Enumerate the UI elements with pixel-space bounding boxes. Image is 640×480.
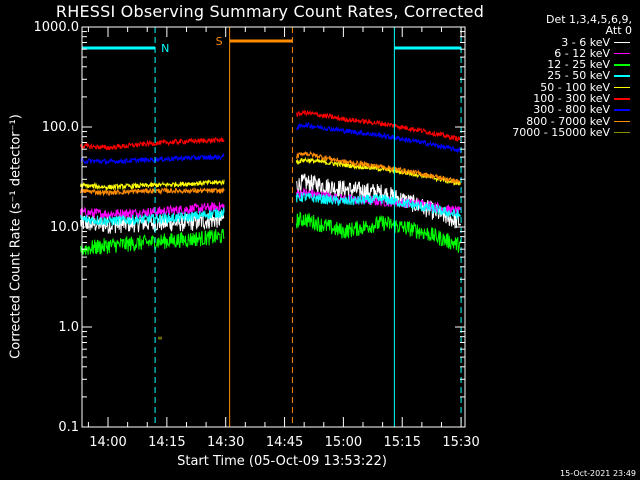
legend-label: 800 - 7000 keV (526, 114, 610, 128)
legend-header-line-1: Det 1,3,4,5,6,9, (545, 13, 632, 26)
legend-swatch (614, 98, 630, 100)
x-tick-label: 14:15 (148, 435, 185, 450)
x-tick-label: 15:30 (442, 435, 479, 450)
series-layer (80, 109, 462, 340)
y-tick-label: 10.0 (50, 220, 79, 235)
legend-label: 3 - 6 keV (561, 35, 610, 49)
legend-swatch (614, 52, 630, 55)
legend-rows: 3 - 6 keV 6 - 12 keV 12 - 25 keV 25 - 50 ke… (482, 35, 632, 138)
legend-label: 100 - 300 keV (533, 92, 610, 106)
x-tick-label: 14:45 (266, 435, 303, 450)
legend-label: 12 - 25 keV (547, 58, 610, 72)
series-line (80, 187, 225, 197)
series-line (80, 228, 225, 256)
legend-entry: 3 - 6 keV (482, 35, 632, 49)
series-line (296, 121, 462, 154)
series-line (80, 210, 225, 234)
night-annotation: N (161, 42, 169, 55)
legend-label: 7000 - 15000 keV (512, 125, 610, 139)
saa-annotation: S (216, 35, 223, 48)
legend-swatch (614, 120, 630, 123)
legend-header-line-2: Att 0 (605, 24, 632, 38)
legend-entry: 50 - 100 keV (482, 80, 632, 94)
series-line (80, 152, 225, 166)
legend-swatch (614, 86, 630, 89)
legend-swatch (614, 64, 630, 66)
series-line (295, 211, 462, 253)
y-tick-label: 1.0 (58, 320, 79, 335)
legend-label: 25 - 50 keV (547, 69, 610, 83)
legend-swatch (614, 109, 630, 111)
legend-entry: 800 - 7000 keV (482, 114, 632, 128)
series-line (295, 192, 462, 220)
legend-entry: 300 - 800 keV (482, 103, 632, 117)
series-line (295, 109, 462, 142)
legend: Det 1,3,4,5,6,9, Att 0 3 - 6 keV 6 - 12 k… (482, 13, 632, 139)
legend-entry: 12 - 25 keV (482, 59, 632, 70)
axis-layer: 0.1 1.0 10.0 100.0 1000.0 14:00 14:15 14:30 14:4… (34, 20, 480, 450)
chart-title: RHESSI Observing Summary Count Rates, Co… (55, 2, 485, 21)
series-line (295, 150, 462, 185)
legend-entry: 7000 - 15000 keV (482, 127, 632, 138)
legend-swatch (614, 131, 630, 134)
legend-entry: 25 - 50 keV (482, 69, 632, 83)
y-tick-label: 0.1 (58, 420, 79, 435)
series-line (80, 201, 225, 220)
x-tick-label: 14:30 (207, 435, 244, 450)
series-line (80, 207, 225, 226)
legend-swatch (614, 41, 630, 44)
footer-timestamp: 15-Oct-2021 23:49 (560, 469, 636, 478)
x-tick-label: 15:15 (384, 435, 421, 450)
y-tick-label: 1000.0 (34, 20, 80, 35)
legend-entry: 100 - 300 keV (482, 93, 632, 104)
x-tick-label: 14:00 (89, 435, 126, 450)
x-tick-label: 15:00 (325, 435, 362, 450)
x-axis-label: Start Time (05-Oct-09 13:53:22) (177, 454, 387, 469)
legend-swatch (614, 75, 630, 77)
legend-entry: 6 - 12 keV (482, 48, 632, 59)
series-line (80, 136, 225, 151)
series-line (295, 156, 462, 187)
legend-label: 6 - 12 keV (554, 46, 610, 60)
legend-label: 300 - 800 keV (533, 103, 610, 117)
y-tick-label: 100.0 (42, 120, 79, 135)
legend-label: 50 - 100 keV (540, 80, 610, 94)
series-line (295, 173, 462, 229)
series-line (80, 179, 225, 192)
